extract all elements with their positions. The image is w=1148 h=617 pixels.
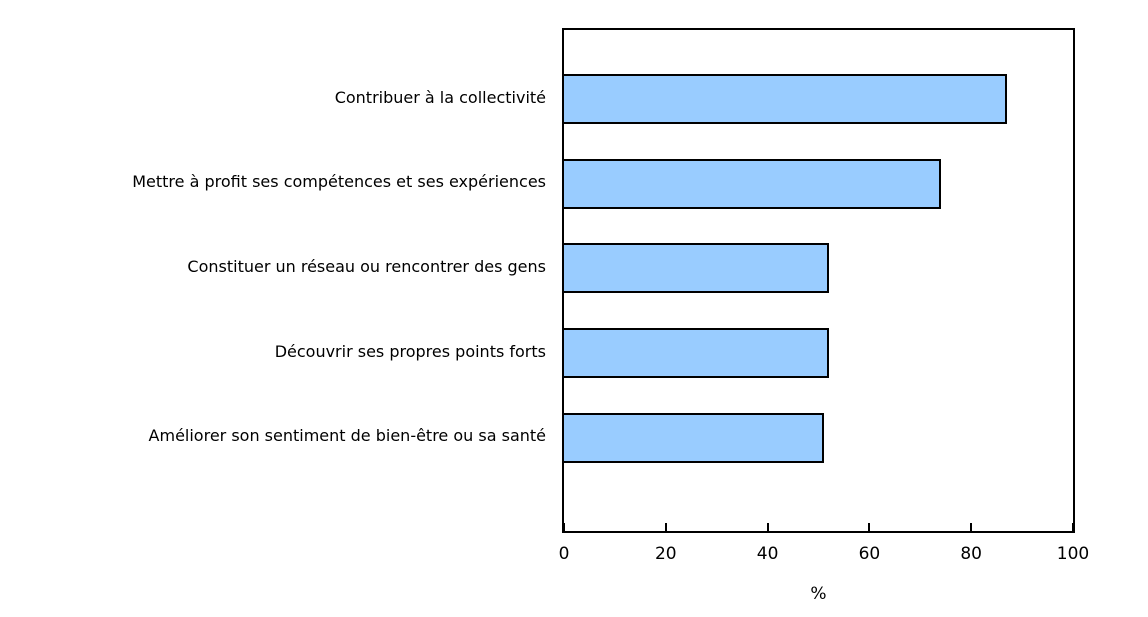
x-tick-mark-0 [563, 523, 565, 531]
bar-1 [564, 158, 941, 209]
x-tick-label-0: 0 [558, 544, 570, 564]
x-tick-mark-80 [970, 523, 973, 531]
plot-area [562, 28, 1075, 533]
bar-2 [564, 243, 829, 294]
x-tick-mark-100 [1072, 523, 1074, 531]
bar-0 [564, 74, 1007, 124]
x-tick-label-100: 100 [1056, 544, 1090, 564]
category-label-4: Améliorer son sentiment de bien-être ou … [148, 426, 546, 446]
x-tick-label-20: 20 [654, 544, 677, 564]
category-label-0: Contribuer à la collectivité [334, 87, 546, 107]
x-tick-mark-40 [766, 523, 769, 531]
category-label-2: Constituer un réseau ou rencontrer des g… [187, 256, 546, 276]
category-label-1: Mettre à profit ses compétences et ses e… [132, 172, 546, 192]
bar-4 [564, 412, 824, 463]
x-tick-label-60: 60 [858, 544, 881, 564]
x-tick-label-80: 80 [960, 544, 983, 564]
x-axis-title: % [810, 584, 827, 604]
bar-3 [564, 328, 829, 379]
x-tick-labels: 0 20 40 60 80 100 [559, 544, 1090, 566]
category-labels: Contribuer à la collectivité Mettre à pro… [0, 28, 546, 533]
x-tick-mark-60 [868, 523, 871, 531]
x-tick-label-40: 40 [756, 544, 779, 564]
category-label-3: Découvrir ses propres points forts [274, 341, 546, 361]
x-tick-mark-20 [664, 523, 667, 531]
